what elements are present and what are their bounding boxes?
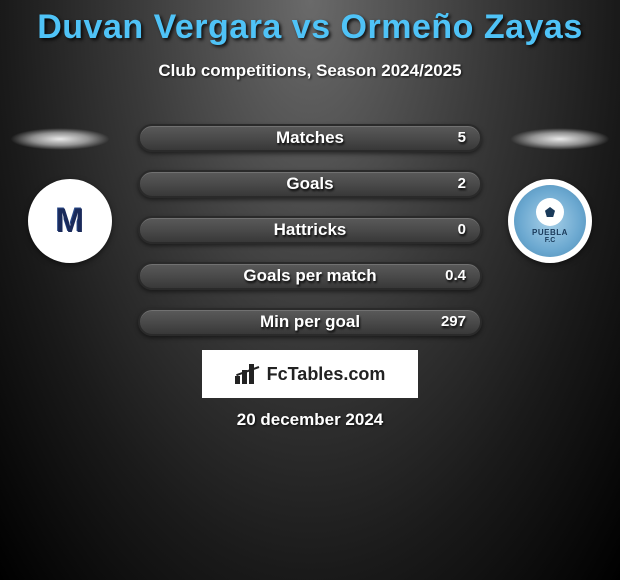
bar-chart-icon — [235, 364, 261, 384]
club-logo-right-text: PUEBLA — [532, 228, 568, 237]
stat-label: Min per goal — [140, 310, 480, 334]
branding-box: FcTables.com — [202, 350, 418, 398]
stat-bar-hattricks: Hattricks 0 — [138, 216, 482, 244]
stats-container: Matches 5 Goals 2 Hattricks 0 Goals per … — [138, 124, 482, 354]
stat-bar-matches: Matches 5 — [138, 124, 482, 152]
stat-value: 0 — [458, 218, 466, 242]
stat-bar-goals: Goals 2 — [138, 170, 482, 198]
page-subtitle: Club competitions, Season 2024/2025 — [0, 61, 620, 81]
comparison-card: Duvan Vergara vs Ormeño Zayas Club compe… — [0, 0, 620, 580]
player-shadow-right — [510, 128, 610, 150]
stat-label: Matches — [140, 126, 480, 150]
player-shadow-left — [10, 128, 110, 150]
page-title: Duvan Vergara vs Ormeño Zayas — [0, 0, 620, 47]
stat-value: 5 — [458, 126, 466, 150]
stat-value: 0.4 — [445, 264, 466, 288]
stat-label: Hattricks — [140, 218, 480, 242]
club-logo-left: M — [28, 179, 112, 263]
stat-value: 2 — [458, 172, 466, 196]
stat-bar-goals-per-match: Goals per match 0.4 — [138, 262, 482, 290]
branding-text: FcTables.com — [267, 364, 386, 385]
stat-value: 297 — [441, 310, 466, 334]
date-text: 20 december 2024 — [0, 410, 620, 430]
stat-label: Goals — [140, 172, 480, 196]
club-logo-right-inner: PUEBLA F.C — [514, 185, 586, 257]
stat-bar-min-per-goal: Min per goal 297 — [138, 308, 482, 336]
soccer-ball-icon — [536, 198, 564, 226]
club-logo-right-fc: F.C — [545, 237, 556, 244]
stat-label: Goals per match — [140, 264, 480, 288]
club-logo-left-letter: M — [40, 191, 100, 251]
club-logo-right: PUEBLA F.C — [508, 179, 592, 263]
